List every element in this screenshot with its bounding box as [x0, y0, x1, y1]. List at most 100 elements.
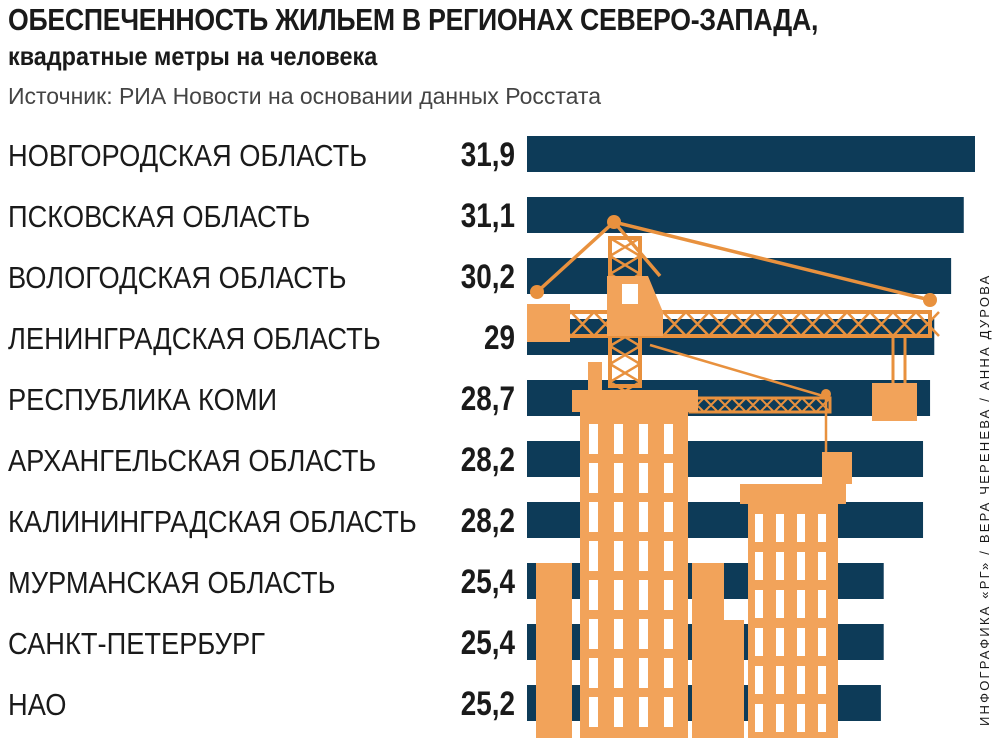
window [664, 658, 673, 688]
window [818, 590, 826, 618]
value-label: 25,4 [461, 623, 516, 661]
category-label: КАЛИНИНГРАДСКАЯ ОБЛАСТЬ [8, 505, 417, 539]
window [589, 424, 598, 454]
window [818, 666, 826, 694]
window [589, 463, 598, 493]
window [776, 666, 784, 694]
window [639, 619, 648, 649]
window [639, 580, 648, 610]
window [776, 704, 784, 732]
window [755, 704, 763, 732]
right-building-roof [740, 484, 846, 504]
window [818, 514, 826, 542]
window [664, 697, 673, 727]
window [797, 552, 805, 580]
window [589, 619, 598, 649]
window [776, 590, 784, 618]
source-note: Источник: РИА Новости на основании данны… [8, 83, 601, 109]
category-label: АРХАНГЕЛЬСКАЯ ОБЛАСТЬ [8, 444, 376, 478]
window [776, 552, 784, 580]
category-label: РЕСПУБЛИКА КОМИ [8, 383, 277, 417]
roof-chimney [588, 362, 602, 390]
crane-counterweight [527, 304, 570, 342]
window [614, 697, 623, 727]
crane-rear-joint [530, 285, 544, 299]
right-building [748, 504, 838, 738]
window [639, 697, 648, 727]
crane-top-joint [607, 215, 621, 229]
window [664, 463, 673, 493]
value-label: 25,2 [461, 684, 515, 722]
window [664, 502, 673, 532]
window [755, 514, 763, 542]
value-label: 31,9 [461, 135, 515, 173]
window [797, 628, 805, 656]
window [664, 541, 673, 571]
window [818, 628, 826, 656]
window [755, 552, 763, 580]
window [614, 541, 623, 571]
crane-load [872, 383, 917, 421]
window [639, 658, 648, 688]
category-label: НОВГОРОДСКАЯ ОБЛАСТЬ [8, 139, 367, 173]
category-label: САНКТ-ПЕТЕРБУРГ [8, 627, 265, 661]
chart-subtitle: квадратные метры на человека [8, 41, 378, 71]
window [614, 658, 623, 688]
window [614, 619, 623, 649]
left-building [536, 563, 572, 738]
value-label: 28,2 [461, 501, 515, 539]
crane-cab [607, 276, 663, 336]
window [776, 514, 784, 542]
value-label: 30,2 [461, 257, 515, 295]
construction-illustration [527, 215, 940, 738]
labels-layer: НОВГОРОДСКАЯ ОБЛАСТЬ 31,9 ПСКОВСКАЯ ОБЛАСТ… [8, 135, 516, 722]
window [639, 502, 648, 532]
category-label: МУРМАНСКАЯ ОБЛАСТЬ [8, 566, 335, 600]
middle-building-annex [722, 620, 744, 738]
value-label: 29 [484, 318, 515, 356]
category-label: ПСКОВСКАЯ ОБЛАСТЬ [8, 200, 310, 234]
crane-hook-line [891, 336, 907, 383]
window [614, 463, 623, 493]
window [755, 666, 763, 694]
window [614, 502, 623, 532]
window [664, 580, 673, 610]
value-label: 31,1 [461, 196, 515, 234]
window [614, 580, 623, 610]
window [818, 704, 826, 732]
window [797, 514, 805, 542]
value-label: 28,7 [461, 379, 515, 417]
small-crane-cables [649, 343, 831, 452]
window [639, 463, 648, 493]
middle-building [692, 563, 724, 738]
window [589, 697, 598, 727]
window [589, 502, 598, 532]
right-building-top [822, 452, 852, 484]
window [776, 628, 784, 656]
window [664, 619, 673, 649]
bar [527, 197, 964, 233]
window [614, 424, 623, 454]
tall-building-roof [572, 390, 698, 412]
window [589, 541, 598, 571]
crane-cab-window [622, 284, 638, 304]
window [639, 424, 648, 454]
window [664, 424, 673, 454]
window [797, 666, 805, 694]
bar [527, 136, 975, 172]
value-label: 28,2 [461, 440, 515, 478]
tall-building [580, 412, 688, 738]
window [755, 628, 763, 656]
chart-title: ОБЕСПЕЧЕННОСТЬ ЖИЛЬЕМ В РЕГИОНАХ СЕВЕРО-… [8, 2, 819, 37]
window [589, 658, 598, 688]
value-label: 25,4 [461, 562, 516, 600]
category-label: ВОЛОГОДСКАЯ ОБЛАСТЬ [8, 261, 347, 295]
window [818, 552, 826, 580]
category-label: НАО [8, 688, 66, 722]
window [797, 704, 805, 732]
window [797, 590, 805, 618]
small-crane-joint [821, 389, 831, 399]
window [755, 590, 763, 618]
window [639, 541, 648, 571]
